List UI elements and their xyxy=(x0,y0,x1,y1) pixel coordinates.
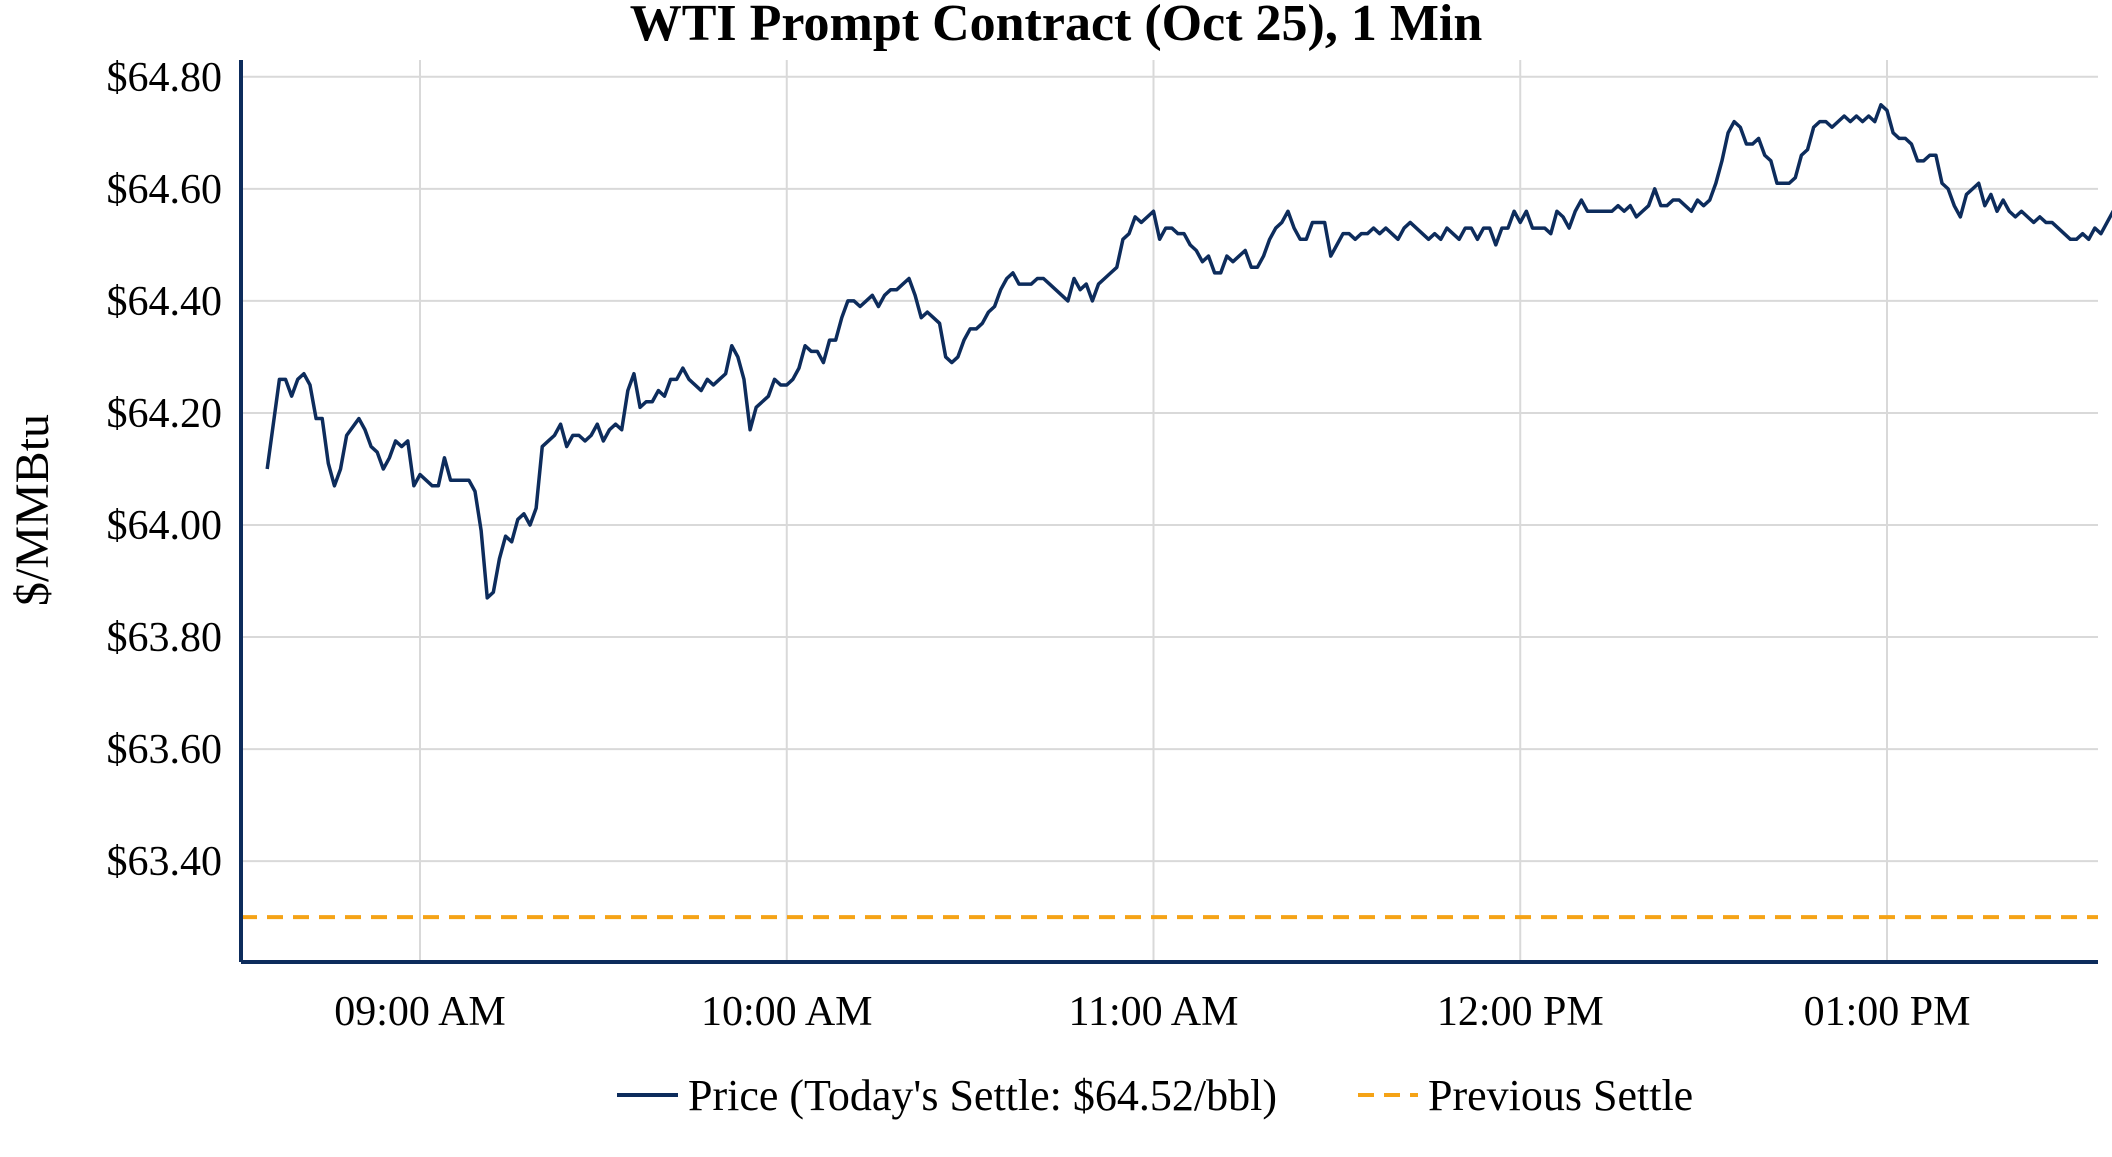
x-tick-label: 11:00 AM xyxy=(1069,989,1239,1035)
axes xyxy=(239,60,2098,964)
legend-label-price: Price (Today's Settle: $64.52/bbl) xyxy=(688,1071,1277,1120)
chart-title: WTI Prompt Contract (Oct 25), 1 Min xyxy=(630,0,1483,52)
legend-label-previous-settle: Previous Settle xyxy=(1428,1071,1693,1120)
y-tick-label: $63.60 xyxy=(107,727,223,773)
price-line xyxy=(265,103,2112,600)
y-tick-label: $64.60 xyxy=(107,167,223,213)
y-tick-labels: $64.80 $64.60 $64.40 $64.20 $64.00 $63.80 $63.… xyxy=(107,55,223,885)
x-tick-label: 12:00 PM xyxy=(1437,989,1604,1035)
x-tick-labels: 09:00 AM 10:00 AM 11:00 AM 12:00 PM 01:00 PM xyxy=(334,989,1970,1035)
y-axis-label: $/MMBtu xyxy=(6,414,59,606)
y-tick-label: $64.80 xyxy=(107,55,223,101)
legend[interactable]: Price (Today's Settle: $64.52/bbl) Previ… xyxy=(617,1071,1693,1120)
x-tick-label: 09:00 AM xyxy=(334,989,506,1035)
y-tick-label: $64.40 xyxy=(107,279,223,325)
x-tick-label: 10:00 AM xyxy=(701,989,873,1035)
y-tick-label: $63.80 xyxy=(107,615,223,661)
gridlines xyxy=(241,60,2098,962)
y-tick-label: $64.20 xyxy=(107,391,223,437)
y-tick-label: $63.40 xyxy=(107,839,223,885)
series-layer xyxy=(241,103,2112,920)
y-tick-label: $64.00 xyxy=(107,503,223,549)
x-tick-label: 01:00 PM xyxy=(1804,989,1971,1035)
